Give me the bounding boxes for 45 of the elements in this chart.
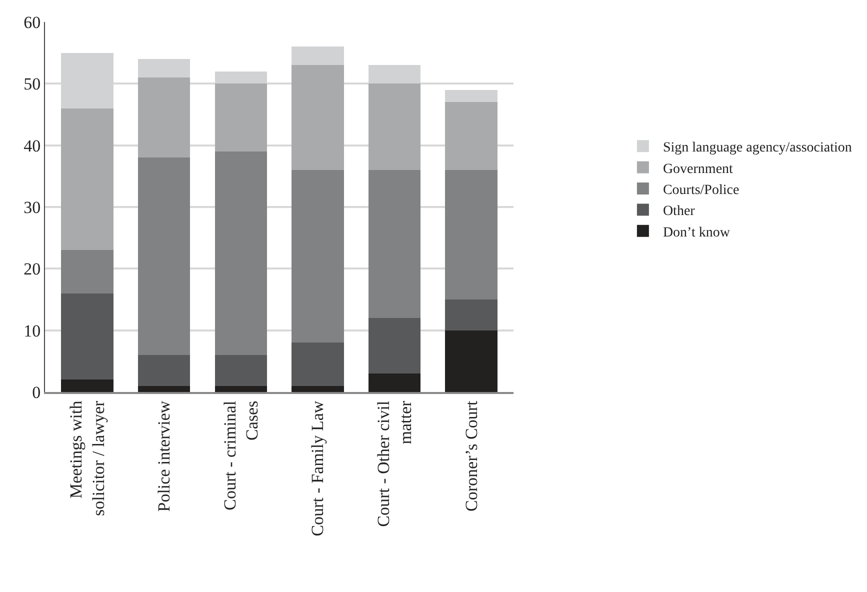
y-tick-label: 30 — [24, 198, 41, 217]
bar — [214, 84, 268, 152]
bar — [214, 355, 268, 386]
bar — [368, 318, 421, 374]
x-tick-label: Court - criminal Cases — [220, 400, 262, 510]
bar — [292, 170, 344, 343]
x-tick-label: Police interview — [154, 400, 174, 512]
y-tick-label: 60 — [24, 12, 41, 32]
y-tick-label: 40 — [24, 136, 41, 156]
bar — [61, 250, 114, 294]
bar — [61, 380, 114, 392]
bar — [138, 355, 190, 386]
legend-label: Don’t know — [662, 225, 731, 240]
bar — [445, 90, 498, 102]
y-tick-label: 0 — [32, 382, 41, 402]
bar — [61, 293, 114, 380]
bar — [138, 78, 190, 158]
x-tick-label: Coroner’s Court — [462, 400, 481, 512]
x-tick-label: Meetings with solicitor / lawyer — [66, 400, 108, 516]
bar — [368, 84, 421, 170]
legend-label: Other — [662, 204, 696, 220]
legend-label: Courts/Police — [662, 182, 740, 198]
bar — [292, 65, 344, 170]
bar — [445, 330, 498, 392]
x-tick-label: Court - Other civil matter — [374, 400, 416, 527]
bar — [445, 170, 498, 300]
bar — [138, 59, 190, 78]
y-tick-label: 20 — [24, 260, 41, 279]
y-tick-label: 50 — [24, 74, 41, 94]
bar — [292, 46, 344, 66]
x-tick-label: Court - Family Law — [308, 400, 328, 536]
legend-label: Sign language agency/association — [662, 140, 852, 156]
bar — [292, 386, 344, 392]
legend-label: Government — [662, 162, 734, 177]
bar — [214, 386, 268, 392]
bar — [214, 152, 268, 355]
bar — [292, 342, 344, 386]
bar — [138, 158, 190, 355]
bar — [61, 108, 114, 250]
bar — [368, 374, 421, 392]
bar — [445, 102, 498, 170]
y-tick-label: 10 — [24, 321, 41, 340]
bar — [138, 386, 190, 392]
bar — [445, 300, 498, 330]
bar — [368, 170, 421, 318]
